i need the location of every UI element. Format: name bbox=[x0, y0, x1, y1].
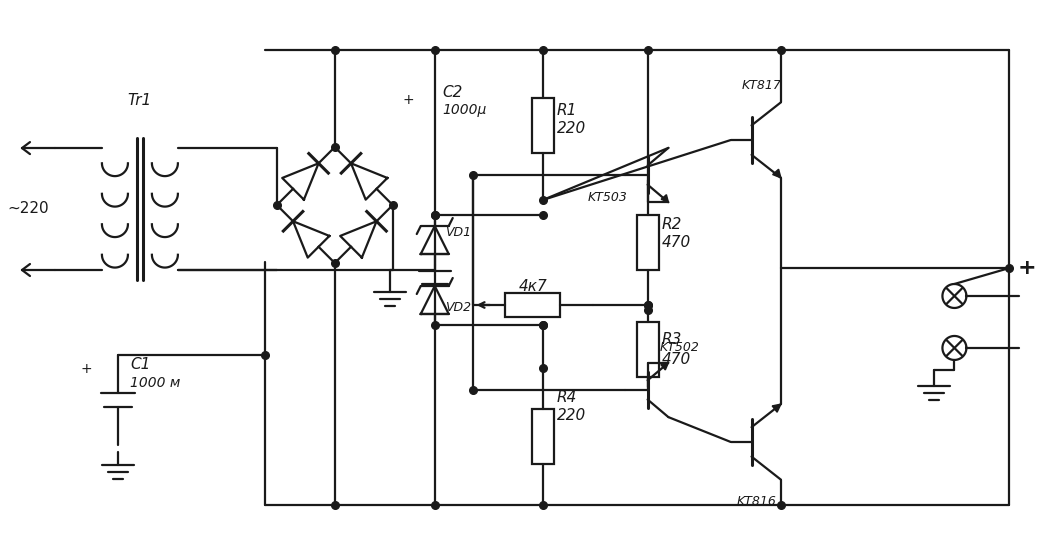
Text: KT817: KT817 bbox=[741, 79, 782, 92]
Text: +: + bbox=[1017, 258, 1036, 278]
Polygon shape bbox=[661, 195, 668, 202]
Text: 220: 220 bbox=[556, 121, 585, 136]
Bar bbox=[636, 322, 658, 377]
Bar bbox=[506, 293, 561, 317]
Text: ~220: ~220 bbox=[7, 200, 49, 216]
Polygon shape bbox=[772, 404, 781, 412]
Text: R4: R4 bbox=[556, 390, 577, 405]
Text: R2: R2 bbox=[661, 217, 682, 232]
Text: 470: 470 bbox=[661, 235, 691, 250]
Text: VD2: VD2 bbox=[444, 301, 471, 315]
Text: C1: C1 bbox=[130, 357, 151, 372]
Text: KT816: KT816 bbox=[737, 495, 776, 508]
Text: 4к7: 4к7 bbox=[518, 279, 547, 294]
Text: 470: 470 bbox=[661, 352, 691, 367]
Text: KT503: KT503 bbox=[588, 191, 628, 204]
Bar bbox=[531, 98, 553, 153]
Polygon shape bbox=[772, 169, 781, 178]
Text: R1: R1 bbox=[556, 103, 577, 117]
Text: Tr1: Tr1 bbox=[128, 93, 152, 108]
Text: 220: 220 bbox=[556, 408, 585, 423]
Text: +: + bbox=[403, 93, 414, 107]
Text: C2: C2 bbox=[443, 85, 463, 99]
Text: R3: R3 bbox=[661, 333, 682, 348]
Text: VD1: VD1 bbox=[444, 226, 471, 238]
Text: 1000µ: 1000µ bbox=[443, 103, 487, 117]
Text: 1000 м: 1000 м bbox=[130, 376, 181, 390]
Bar bbox=[531, 409, 553, 464]
Bar bbox=[636, 215, 658, 270]
Text: +: + bbox=[80, 362, 91, 376]
Text: KT502: KT502 bbox=[659, 341, 700, 355]
Polygon shape bbox=[661, 363, 668, 370]
